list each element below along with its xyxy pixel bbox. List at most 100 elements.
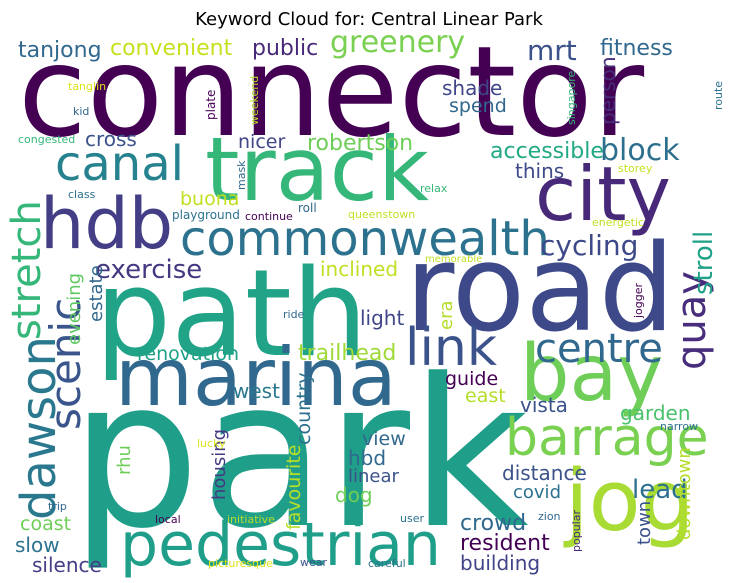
word: dog	[335, 483, 373, 507]
word: crowd	[460, 511, 526, 536]
word: view	[362, 428, 406, 450]
word: narrow	[660, 420, 698, 433]
word: quay	[669, 271, 715, 370]
word: distance	[502, 461, 587, 485]
word: linear	[348, 466, 400, 487]
word: east	[465, 385, 506, 407]
word: commonwealth	[180, 211, 550, 267]
word: barrage	[505, 408, 709, 468]
word: downtown	[674, 447, 695, 540]
word: inclined	[320, 257, 398, 281]
word: dawson	[11, 336, 67, 520]
word: route	[712, 81, 725, 110]
word: vista	[520, 393, 568, 417]
word: memorable	[425, 254, 482, 265]
word: singapore	[565, 71, 578, 125]
word: trailhead	[298, 341, 396, 366]
word: trip	[48, 500, 67, 513]
word: evening	[64, 273, 85, 345]
word: housing	[209, 429, 230, 500]
title: Keyword Cloud for: Central Linear Park	[195, 9, 543, 30]
word: renovation	[137, 343, 239, 365]
word: continue	[245, 210, 293, 223]
word: track	[205, 118, 429, 221]
word: stroll	[689, 231, 719, 295]
word: mask	[235, 160, 248, 190]
word: coast	[20, 513, 71, 535]
word: zion	[538, 510, 561, 523]
word: garden	[620, 401, 691, 425]
word: canal	[55, 136, 184, 192]
word: pedestrian	[120, 510, 441, 580]
word: centre	[535, 326, 663, 372]
word: west	[233, 379, 280, 403]
word: bay	[520, 329, 663, 419]
word: tanjong	[18, 38, 102, 63]
word: silence	[32, 553, 102, 577]
word: resident	[460, 531, 550, 556]
word: person	[596, 56, 620, 125]
word: playground	[172, 208, 240, 222]
word: popular	[570, 510, 583, 552]
word: hbd	[348, 446, 386, 470]
word: robertson	[307, 131, 413, 156]
word: cross	[85, 127, 137, 151]
word: town	[634, 501, 655, 545]
word: lucky	[197, 437, 226, 450]
word: favourite	[283, 445, 305, 530]
word: weekend	[248, 76, 261, 125]
word: initiative	[227, 513, 275, 526]
word: jogger	[632, 282, 645, 319]
word: path	[95, 245, 368, 384]
word: relax	[420, 182, 448, 195]
word: careful	[368, 557, 406, 570]
word: queenstown	[348, 208, 415, 221]
word: shade	[442, 76, 502, 100]
word: roll	[298, 201, 317, 215]
word: jog	[563, 452, 695, 551]
word: era	[436, 300, 457, 330]
word: spend	[449, 95, 507, 117]
word: congested	[18, 133, 75, 146]
word: accessible	[490, 139, 604, 164]
word: user	[400, 512, 424, 525]
word: country	[293, 372, 315, 445]
word: covid	[513, 482, 561, 503]
word: wear	[300, 556, 328, 569]
word: city	[535, 150, 671, 238]
word: greenery	[330, 25, 465, 60]
word: park	[70, 336, 529, 574]
word: buona	[180, 188, 239, 210]
word: marina	[115, 331, 397, 424]
word: light	[360, 306, 404, 330]
word: plate	[204, 90, 218, 120]
word: link	[405, 318, 497, 378]
word: energetic	[592, 216, 644, 229]
word: guide	[445, 368, 498, 390]
word: hdb	[40, 183, 173, 265]
word: ride	[283, 308, 305, 321]
word: building	[460, 551, 540, 575]
word: local	[155, 513, 181, 526]
word: storey	[618, 162, 653, 175]
word: class	[68, 188, 96, 201]
word: scenic	[41, 298, 90, 430]
word: public	[252, 36, 318, 61]
word: mrt	[527, 34, 577, 67]
word: estate	[86, 265, 107, 322]
word: exercise	[95, 255, 202, 285]
word: kid	[73, 105, 89, 118]
word: thins	[515, 159, 564, 183]
word: stretch	[4, 200, 50, 340]
word: tanglin	[68, 80, 106, 93]
word: lead	[632, 475, 688, 505]
word: convenient	[110, 36, 233, 61]
word: road	[405, 220, 675, 359]
word: block	[600, 133, 680, 168]
word: picturesque	[208, 557, 273, 570]
word: rhu	[114, 445, 135, 475]
word: fitness	[600, 36, 673, 61]
